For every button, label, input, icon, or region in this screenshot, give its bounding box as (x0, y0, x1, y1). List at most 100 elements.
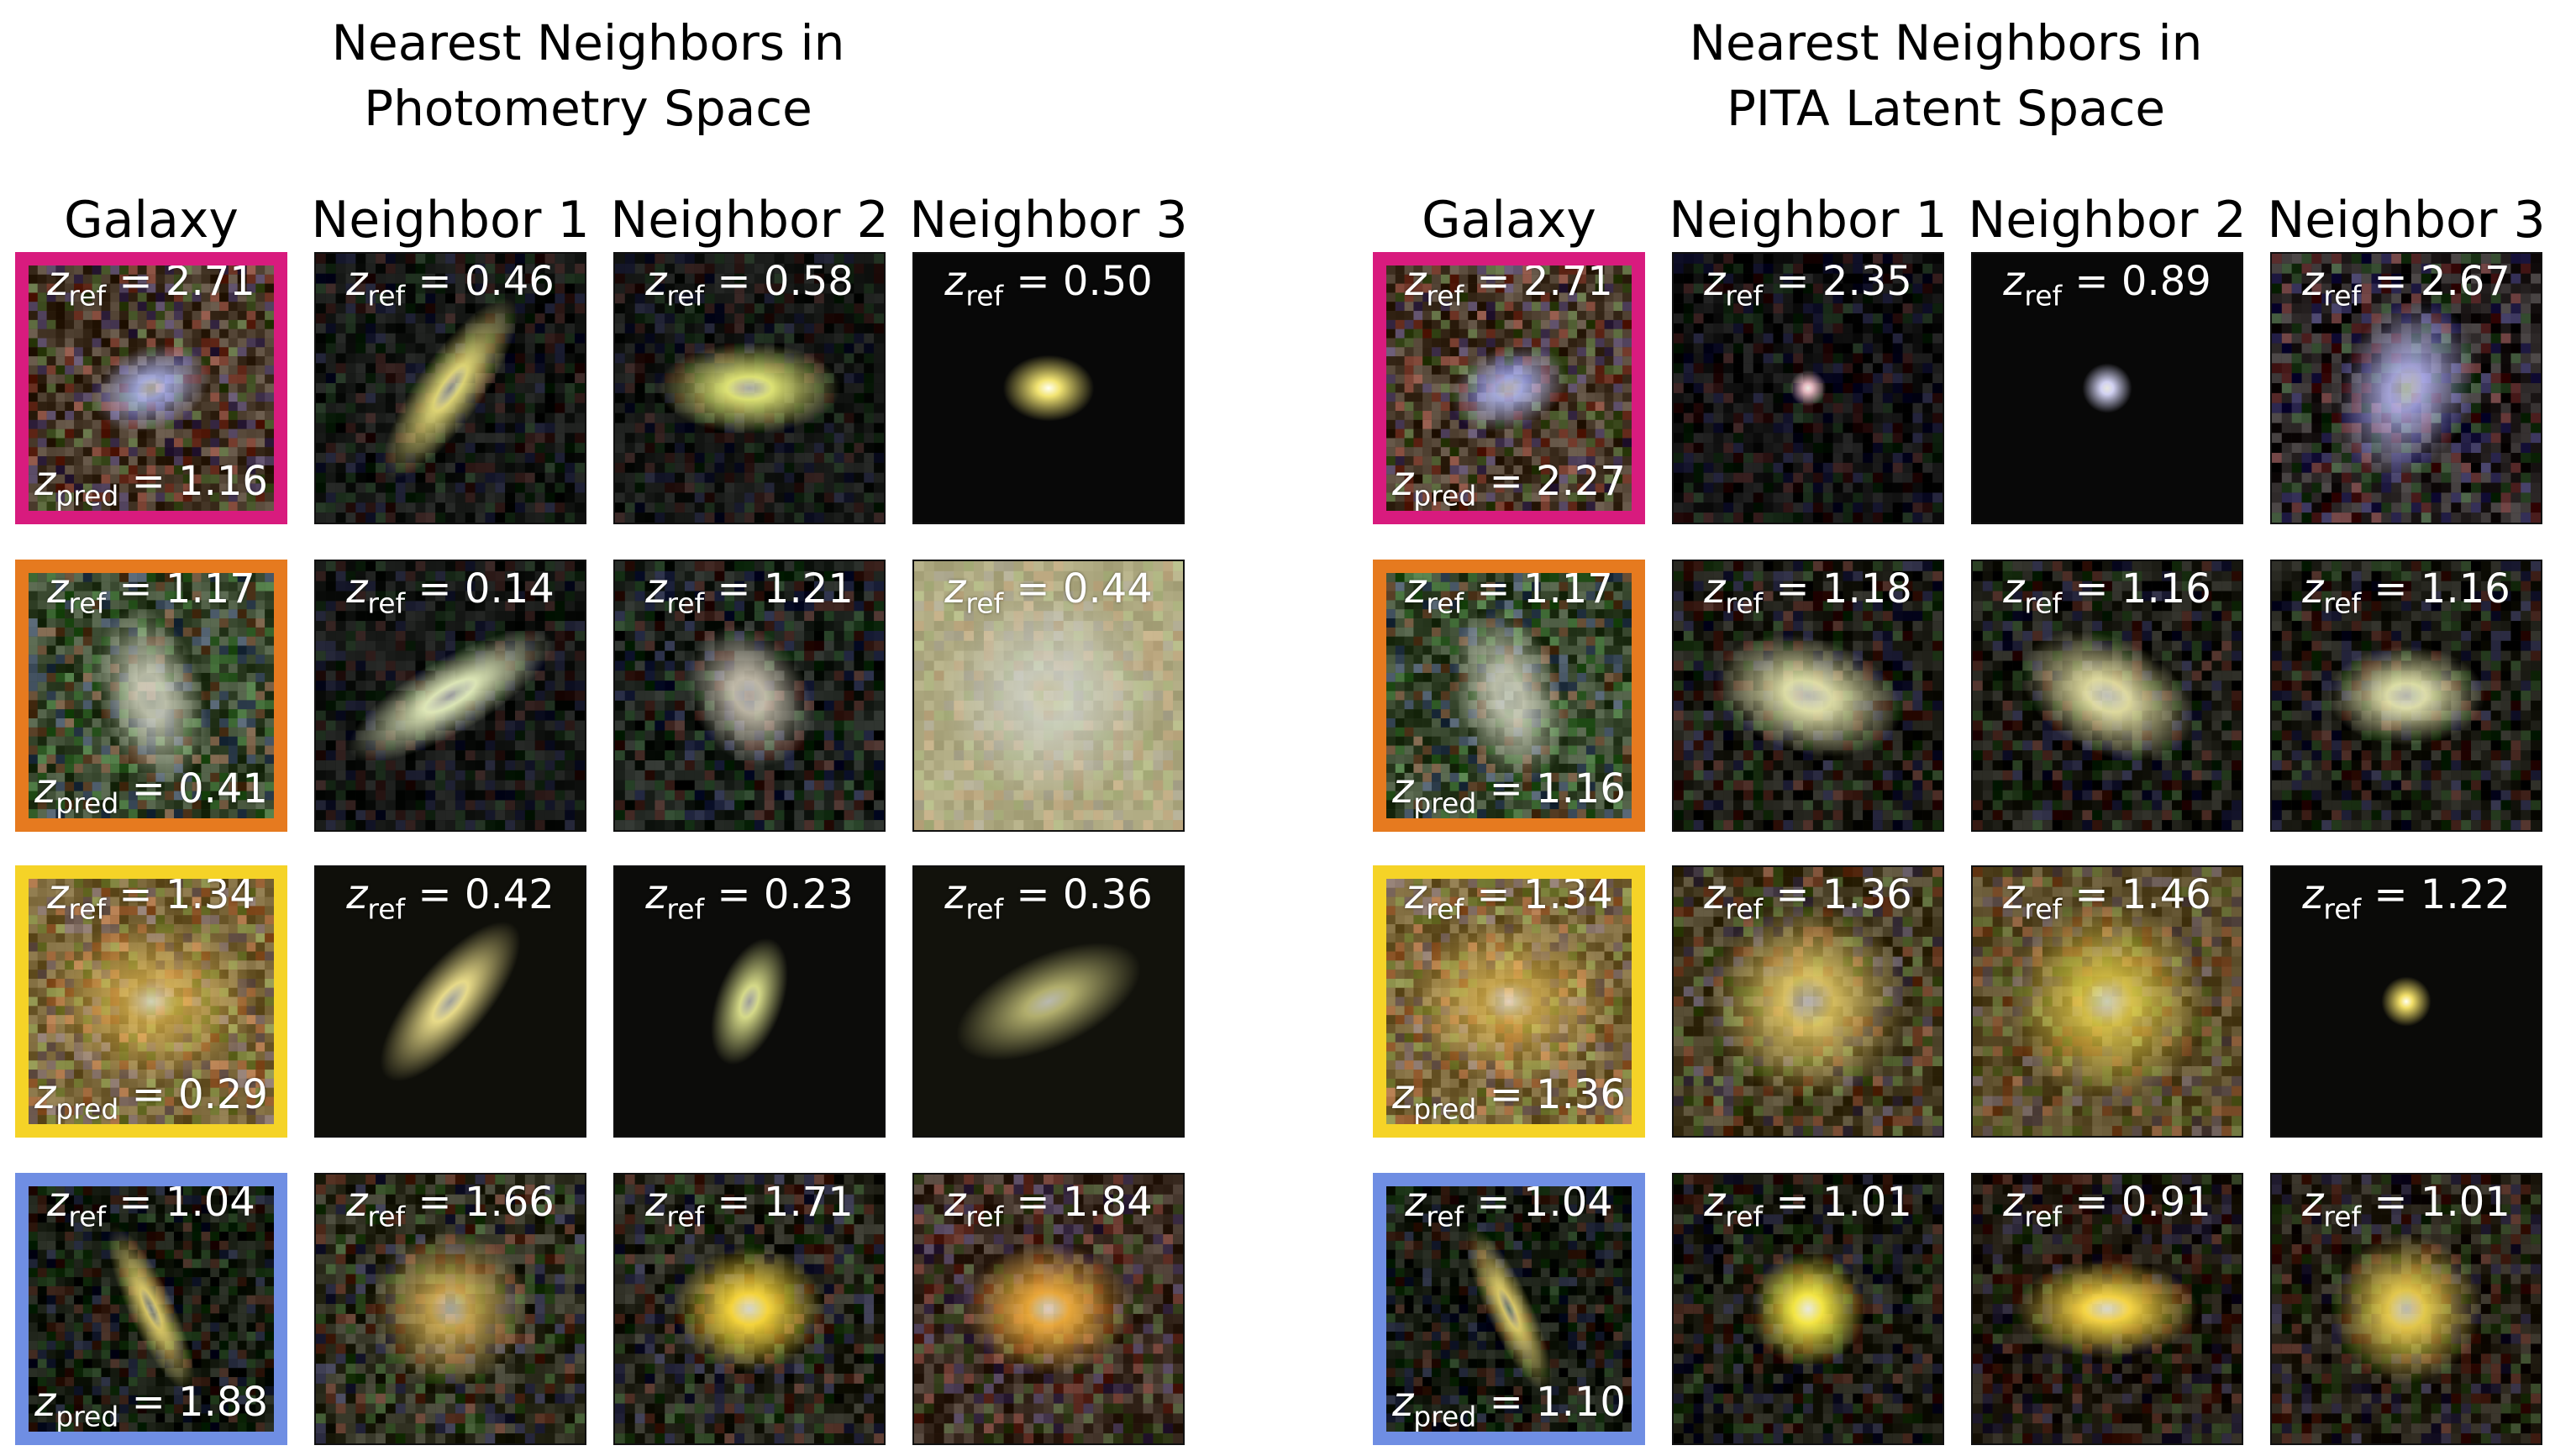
neighbor-galaxy-cutout: zref = 1.84 (912, 1173, 1185, 1445)
z-pred-label: zpred = 1.16 (1392, 765, 1626, 820)
query-galaxy-cutout: zref = 2.71 zpred = 1.16 (15, 252, 287, 524)
z-pred-label: zpred = 1.10 (1392, 1379, 1626, 1433)
z-ref-label: zref = 1.04 (1405, 1179, 1613, 1233)
galaxy-image (1674, 867, 1943, 1136)
neighbor-galaxy-cutout: zref = 1.21 (613, 560, 886, 832)
z-ref-label: zref = 1.01 (1704, 1179, 1912, 1233)
neighbor-galaxy-cutout: zref = 0.36 (912, 865, 1185, 1138)
z-ref-label: zref = 0.91 (2003, 1179, 2211, 1233)
neighbor-galaxy-cutout: zref = 0.89 (1971, 252, 2243, 524)
query-galaxy-cutout: zref = 1.04 zpred = 1.10 (1373, 1173, 1645, 1445)
z-ref-label: zref = 1.21 (645, 565, 854, 620)
neighbor-galaxy-cutout: zref = 0.44 (912, 560, 1185, 832)
z-pred-label: zpred = 0.41 (34, 765, 268, 820)
galaxy-image (29, 573, 274, 818)
column-header-neighbor-1: Neighbor 1 (311, 191, 590, 250)
z-ref-label: zref = 1.22 (2302, 871, 2510, 926)
z-pred-label: zpred = 1.88 (34, 1379, 268, 1433)
galaxy-image (1973, 867, 2242, 1136)
pita-latent-panel-title: Nearest Neighbors in PITA Latent Space (1568, 10, 2324, 141)
galaxy-image (1973, 254, 2242, 523)
galaxy-image (1973, 561, 2242, 830)
neighbor-galaxy-cutout: zref = 2.35 (1672, 252, 1944, 524)
z-ref-label: zref = 0.46 (346, 258, 555, 313)
galaxy-image (316, 561, 585, 830)
neighbor-galaxy-cutout: zref = 1.46 (1971, 865, 2243, 1138)
z-ref-label: zref = 1.17 (1405, 565, 1613, 620)
column-header-galaxy: Galaxy (64, 191, 239, 250)
z-pred-label: zpred = 1.36 (1392, 1071, 1626, 1126)
z-ref-label: zref = 1.71 (645, 1179, 854, 1233)
z-ref-label: zref = 1.36 (1704, 871, 1912, 926)
z-ref-label: zref = 0.50 (944, 258, 1153, 313)
z-ref-label: zref = 0.58 (645, 258, 854, 313)
z-ref-label: zref = 2.67 (2302, 258, 2510, 313)
galaxy-image (29, 1186, 274, 1432)
galaxy-image (615, 254, 884, 523)
galaxy-image (1386, 879, 1632, 1124)
neighbor-galaxy-cutout: zref = 1.36 (1672, 865, 1944, 1138)
neighbor-galaxy-cutout: zref = 0.23 (613, 865, 886, 1138)
galaxy-image (2272, 254, 2541, 523)
z-ref-label: zref = 2.35 (1704, 258, 1912, 313)
z-ref-label: zref = 1.34 (47, 871, 255, 926)
neighbor-galaxy-cutout: zref = 0.46 (314, 252, 586, 524)
neighbor-galaxy-cutout: zref = 0.42 (314, 865, 586, 1138)
galaxy-image (2272, 1175, 2541, 1443)
z-ref-label: zref = 1.16 (2302, 565, 2510, 620)
galaxy-image (316, 1175, 585, 1443)
galaxy-image (914, 561, 1183, 830)
neighbor-galaxy-cutout: zref = 0.58 (613, 252, 886, 524)
column-header-galaxy: Galaxy (1422, 191, 1596, 250)
z-ref-label: zref = 0.14 (346, 565, 555, 620)
query-galaxy-cutout: zref = 1.34 zpred = 0.29 (15, 865, 287, 1138)
neighbor-galaxy-cutout: zref = 1.22 (2270, 865, 2542, 1138)
column-header-neighbor-1: Neighbor 1 (1669, 191, 1948, 250)
galaxy-image (316, 867, 585, 1136)
panel-title-line: PITA Latent Space (1726, 80, 2166, 137)
galaxy-image (615, 561, 884, 830)
z-ref-label: zref = 0.23 (645, 871, 854, 926)
galaxy-image (2272, 561, 2541, 830)
query-galaxy-cutout: zref = 2.71 zpred = 2.27 (1373, 252, 1645, 524)
neighbor-galaxy-cutout: zref = 1.71 (613, 1173, 886, 1445)
column-header-neighbor-3: Neighbor 3 (2267, 191, 2546, 250)
galaxy-image (29, 265, 274, 511)
z-ref-label: zref = 1.84 (944, 1179, 1153, 1233)
galaxy-image (615, 1175, 884, 1443)
galaxy-image (1674, 254, 1943, 523)
photometry-panel-title: Nearest Neighbors in Photometry Space (210, 10, 966, 141)
panel-title-line: Photometry Space (364, 80, 812, 137)
query-galaxy-cutout: zref = 1.17 zpred = 0.41 (15, 560, 287, 832)
galaxy-image (914, 867, 1183, 1136)
galaxy-image (914, 1175, 1183, 1443)
z-ref-label: zref = 2.71 (1405, 258, 1613, 313)
neighbor-galaxy-cutout: zref = 0.14 (314, 560, 586, 832)
galaxy-image (316, 254, 585, 523)
z-ref-label: zref = 0.44 (944, 565, 1153, 620)
z-ref-label: zref = 1.66 (346, 1179, 555, 1233)
query-galaxy-cutout: zref = 1.17 zpred = 1.16 (1373, 560, 1645, 832)
z-ref-label: zref = 0.36 (944, 871, 1153, 926)
neighbor-galaxy-cutout: zref = 1.66 (314, 1173, 586, 1445)
z-ref-label: zref = 1.04 (47, 1179, 255, 1233)
neighbor-galaxy-cutout: zref = 1.01 (1672, 1173, 1944, 1445)
column-header-neighbor-2: Neighbor 2 (610, 191, 889, 250)
panel-title-line: Nearest Neighbors in (1689, 14, 2203, 71)
panel-title-line: Nearest Neighbors in (331, 14, 845, 71)
z-ref-label: zref = 0.89 (2003, 258, 2211, 313)
neighbor-galaxy-cutout: zref = 1.18 (1672, 560, 1944, 832)
column-header-neighbor-3: Neighbor 3 (909, 191, 1188, 250)
galaxy-image (914, 254, 1183, 523)
query-galaxy-cutout: zref = 1.34 zpred = 1.36 (1373, 865, 1645, 1138)
neighbor-galaxy-cutout: zref = 0.91 (1971, 1173, 2243, 1445)
z-ref-label: zref = 0.42 (346, 871, 555, 926)
galaxy-image (1973, 1175, 2242, 1443)
z-ref-label: zref = 1.16 (2003, 565, 2211, 620)
query-galaxy-cutout: zref = 1.04 zpred = 1.88 (15, 1173, 287, 1445)
galaxy-image (1386, 1186, 1632, 1432)
z-ref-label: zref = 1.17 (47, 565, 255, 620)
galaxy-image (1386, 573, 1632, 818)
galaxy-image (1674, 561, 1943, 830)
column-header-neighbor-2: Neighbor 2 (1968, 191, 2247, 250)
